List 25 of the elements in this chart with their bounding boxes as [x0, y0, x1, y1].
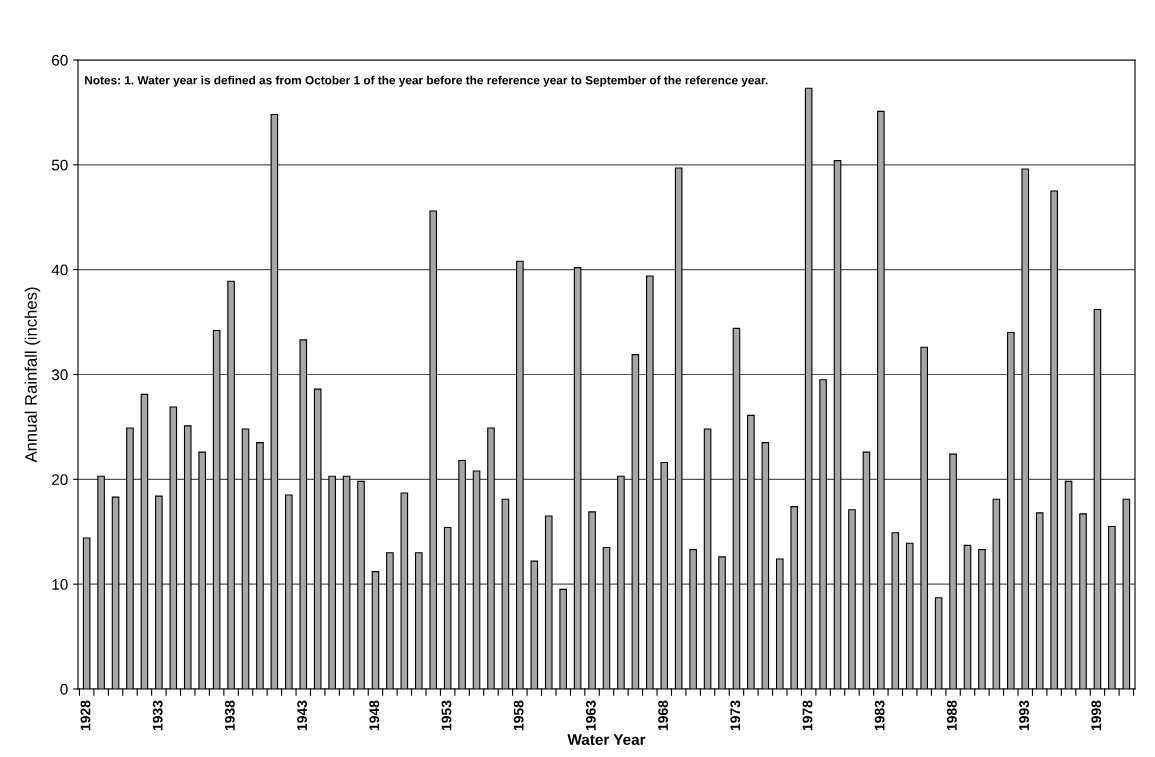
- x-tick-label: 1948: [369, 700, 380, 731]
- x-tick-label: 1978: [802, 700, 813, 731]
- x-axis-title: Water Year: [567, 734, 646, 746]
- x-tick-label: 1953: [441, 700, 452, 731]
- y-axis-title: Annual Rainfall (inches): [24, 287, 41, 463]
- y-tick-label: 30: [51, 369, 68, 381]
- x-tick-label: 1983: [874, 700, 885, 731]
- y-tick-label: 10: [52, 579, 68, 590]
- y-tick-label: 0: [60, 683, 68, 695]
- x-tick-label: 1958: [513, 700, 524, 731]
- x-tick-label: 1993: [1019, 700, 1029, 731]
- y-tick-label: 40: [51, 264, 68, 276]
- x-tick-label: 1963: [585, 700, 596, 731]
- annotation: Notes: 1. Water year is defined as from October 1 of the year before the reference year to September of the reference year.: [85, 75, 768, 87]
- x-tick-label: 1928: [80, 700, 91, 731]
- x-tick-label: 1943: [297, 700, 308, 731]
- x-tick-label: 1998: [1091, 700, 1102, 731]
- y-tick-label: 20: [52, 474, 68, 486]
- x-tick-label: 1973: [730, 700, 741, 731]
- x-tick-label: 1988: [946, 700, 957, 731]
- x-tick-label: 1968: [658, 700, 668, 731]
- y-tick-label: 60: [52, 54, 68, 66]
- y-tick-label: 50: [51, 159, 68, 171]
- x-tick-label: 1933: [152, 700, 163, 731]
- x-tick-label: 1938: [224, 700, 235, 731]
